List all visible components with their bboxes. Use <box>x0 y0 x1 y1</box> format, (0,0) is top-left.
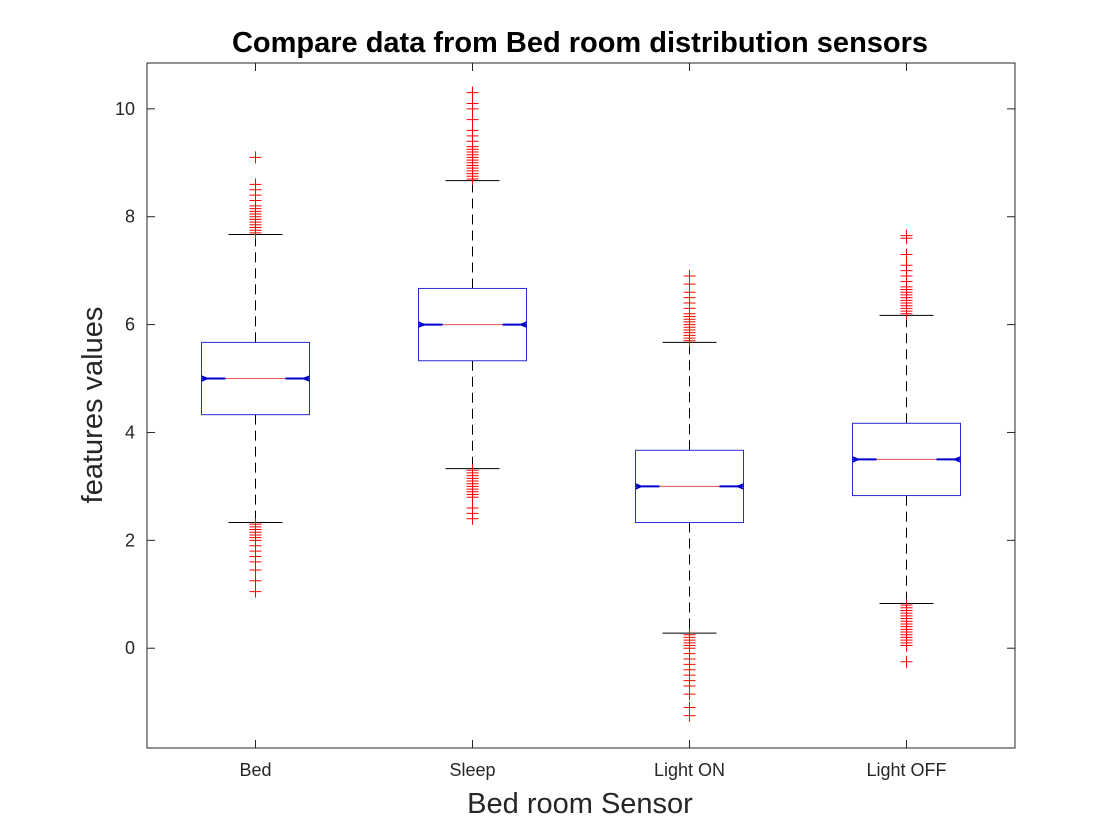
outlier-point <box>466 97 479 110</box>
outlier-point <box>683 270 696 283</box>
outlier-point <box>466 113 479 126</box>
outlier-point <box>249 585 262 598</box>
outlier-point <box>900 248 913 261</box>
outlier-point <box>466 501 479 514</box>
x-tick-label: Bed <box>239 760 271 780</box>
outlier-point <box>683 701 696 714</box>
plot-area: 0 2 4 6 8 10 Bed Sleep Light ON Light OFF <box>115 62 1016 780</box>
outlier-point <box>466 464 479 477</box>
outlier-point <box>683 628 696 641</box>
x-tick-label: Sleep <box>449 760 495 780</box>
chart-title: Compare data from Bed room distribution … <box>232 27 928 59</box>
y-tick-label: 0 <box>125 638 135 658</box>
outlier-point <box>249 178 262 191</box>
axes-frame <box>146 62 1016 749</box>
y-tick-label: 6 <box>125 315 135 335</box>
y-tick-label: 8 <box>125 207 135 227</box>
x-axis-label: Bed room Sensor <box>467 788 693 820</box>
outlier-point <box>900 259 913 272</box>
x-tick-label: Light OFF <box>866 760 946 780</box>
outlier-point <box>900 599 913 612</box>
outlier-point <box>900 229 913 242</box>
outlier-point <box>249 151 262 164</box>
outlier-point <box>249 518 262 531</box>
outlier-point <box>900 655 913 668</box>
y-tick-label: 4 <box>125 422 135 442</box>
outlier-point <box>466 124 479 137</box>
y-tick-label: 10 <box>115 99 135 119</box>
outlier-point <box>249 574 262 587</box>
y-tick-label: 2 <box>125 530 135 550</box>
y-axis-label: features values <box>77 307 109 504</box>
x-tick-label: Light ON <box>654 760 725 780</box>
outlier-point <box>466 86 479 99</box>
